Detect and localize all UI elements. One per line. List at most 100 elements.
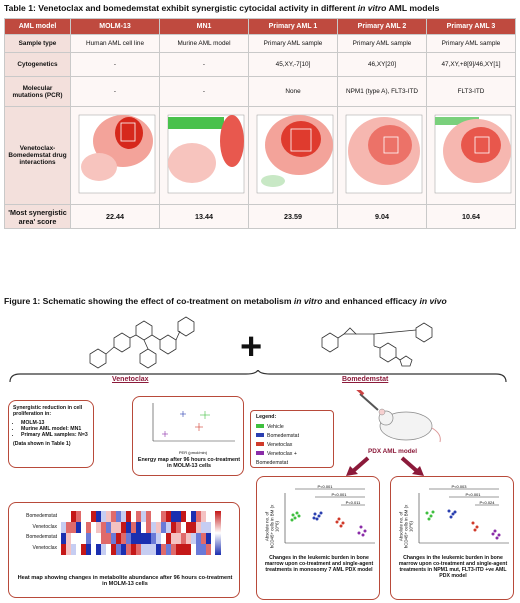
heatmap-cell (86, 522, 91, 533)
heatmap-cell (136, 511, 141, 522)
heatmap-cell (111, 533, 116, 544)
figure-title: Figure 1: Schematic showing the effect o… (4, 296, 447, 306)
header-cell: Primary AML 3 (426, 18, 516, 35)
synergy-map-cell (248, 106, 338, 205)
heatmap-cell (166, 522, 171, 533)
metabolite-heatmap (61, 511, 221, 555)
legend-swatch (256, 433, 264, 437)
heatmap-cell (181, 511, 186, 522)
synergy-map-cell (70, 106, 160, 205)
heatmap-cell (111, 511, 116, 522)
legend-item: Venetoclax + Bomedemstat (256, 450, 328, 468)
p-value: P<0.001 (465, 492, 481, 497)
heatmap-cell (91, 544, 96, 555)
bomedemstat-structure-icon (321, 322, 433, 367)
heatmap-cell (106, 544, 111, 555)
heatmap-cell (196, 511, 201, 522)
heatmap-cell (121, 511, 126, 522)
synergy-heatmap (78, 114, 156, 193)
plot-caption: Changes in the leukemic burden in bone m… (264, 555, 374, 573)
heatmap-cell (206, 522, 211, 533)
header-cell: Primary AML 1 (248, 18, 338, 35)
row-label: Cytogenetics (4, 52, 71, 77)
heatmap-cell (121, 522, 126, 533)
heatmap-cell (201, 544, 206, 555)
bomedemstat-label: Bomedemstat (342, 376, 389, 383)
heatmap-cell (131, 522, 136, 533)
heatmap-cell (101, 544, 106, 555)
heatmap-cell (106, 511, 111, 522)
header-cell: AML model (4, 18, 71, 35)
heatmap-cell (126, 522, 131, 533)
list-item: Murine AML model: MN1 (21, 426, 89, 432)
legend-box: Legend: Vehicle Bomedemstat Venetoclax V… (250, 410, 334, 468)
heatmap-cell (101, 522, 106, 533)
legend-label: Vehicle (267, 424, 284, 430)
heatmap-cell (161, 522, 166, 533)
heatmap-cell (61, 522, 66, 533)
figure-title-text: Figure 1: Schematic showing the effect o… (4, 296, 292, 306)
heatmap-cell (136, 533, 141, 544)
synergy-map-cell (337, 106, 427, 205)
table-header-row: AML model MOLM-13 MN1 Primary AML 1 Prim… (4, 18, 516, 35)
figure-title-italic: in vitro (293, 296, 323, 306)
plot-caption: Changes in the leukemic burden in bone m… (398, 555, 508, 579)
table-cell: - (70, 76, 160, 107)
heatmap-cell (126, 533, 131, 544)
heatmap-cell (131, 511, 136, 522)
heatmap-cell (91, 511, 96, 522)
heatmap-cell (181, 533, 186, 544)
venetoclax-structure-icon (89, 316, 195, 369)
heatmap-cell (116, 544, 121, 555)
legend-swatch (256, 442, 264, 446)
heatmap-cell (76, 522, 81, 533)
heatmap-cell (176, 511, 181, 522)
heatmap-cell (206, 544, 211, 555)
heatmap-cell (96, 511, 101, 522)
plus-icon: + (240, 326, 263, 368)
table-cell: Murine AML model (159, 34, 249, 53)
heatmap-cell (86, 544, 91, 555)
heatmap-cell (166, 544, 171, 555)
heatmap-cell (86, 511, 91, 522)
heatmap-cell (191, 511, 196, 522)
mouse-syringe-icon (356, 390, 441, 443)
heatmap-cell (186, 544, 191, 555)
series-bomedemstat (312, 511, 323, 521)
table-title-text: Table 1: Venetoclax and bomedemstat exhi… (4, 3, 356, 13)
table-cell: None (248, 76, 338, 107)
heatmap-cell (61, 511, 66, 522)
legend-label: Bomedemstat (267, 433, 300, 439)
series-bomedemstat (447, 509, 457, 519)
heatmap-cell (206, 533, 211, 544)
heatmap-cell (66, 522, 71, 533)
heatmap-cell (156, 511, 161, 522)
table-row: Sample type Human AML cell line Murine A… (4, 34, 516, 53)
heatmap-cell (161, 544, 166, 555)
synergy-heading: Synergistic reduction in cell proliferat… (13, 405, 83, 417)
data-point (195, 423, 203, 431)
heatmap-cell (126, 511, 131, 522)
heatmap-cell (186, 533, 191, 544)
heatmap-cell (181, 544, 186, 555)
heatmap-cell (111, 544, 116, 555)
series-combination (491, 529, 501, 540)
p-value: P<0.001 (331, 492, 347, 497)
plot-ylabel: Absolute no. of hCD45+ cells in BM (x 10… (398, 504, 414, 549)
heatmap-cell (161, 511, 166, 522)
heatmap-cell (81, 544, 86, 555)
heatmap-cell (66, 533, 71, 544)
heatmap-cell (191, 522, 196, 533)
results-table: AML model MOLM-13 MN1 Primary AML 1 Prim… (4, 18, 516, 229)
heatmap-cell (71, 533, 76, 544)
heatmap-cell (151, 544, 156, 555)
legend-item: Bomedemstat (256, 432, 328, 441)
legend-item: Vehicle (256, 423, 328, 432)
heatmap-cell (121, 533, 126, 544)
heatmap-cell (121, 544, 126, 555)
heatmap-cell (136, 544, 141, 555)
heatmap-cell (71, 511, 76, 522)
scatter-plot: P<0.001 P<0.001 P<0.011 (284, 484, 375, 544)
heatmap-cell (96, 544, 101, 555)
heatmap-cell (196, 533, 201, 544)
